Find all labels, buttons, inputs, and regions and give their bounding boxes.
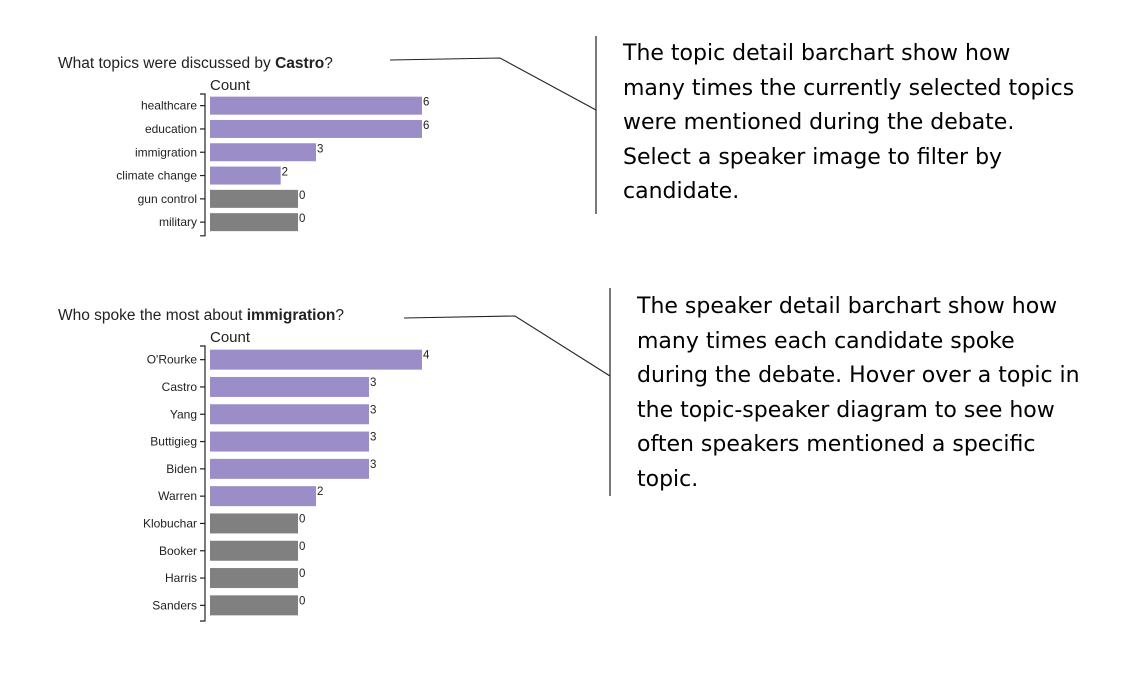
topic-chart-annotation: The topic detail barchart show how many … — [623, 37, 1074, 210]
speaker-chart-bars: O'Rourke 4 Castro 3 Yang 3 Buttigieg 3 Biden 3 War… — [143, 345, 430, 622]
annotation-line: Select a speaker image to filter by — [623, 144, 1003, 170]
annotation-line: many times each candidate spoke — [637, 328, 1015, 354]
speaker-chart-value-label: 0 — [299, 568, 305, 580]
topic-chart-value-label: 0 — [299, 190, 305, 202]
annotation-line: The topic detail barchart show how — [623, 41, 1011, 66]
annotation-line: the topic-speaker diagram to see how — [637, 397, 1055, 423]
topic-callout-line — [389, 57, 597, 111]
topic-chart-bar — [210, 96, 422, 115]
topic-chart-category-label: education — [145, 122, 197, 136]
speaker-chart-category-label: Castro — [162, 380, 198, 394]
topic-chart-value-label: 6 — [423, 120, 429, 132]
speaker-chart-bar — [210, 513, 298, 534]
topic-chart-value-label: 0 — [299, 213, 305, 225]
topic-chart-title-prefix: What topics were discussed by — [58, 55, 275, 72]
topic-chart-axis — [200, 93, 206, 237]
speaker-chart-title-suffix: ? — [335, 307, 344, 324]
topic-chart-axis-title: Count — [210, 77, 251, 94]
topic-chart-bar — [210, 143, 316, 162]
speaker-callout-line — [403, 315, 611, 377]
speaker-chart-value-label: 0 — [299, 513, 305, 525]
topic-chart-value-label: 2 — [282, 167, 288, 179]
speaker-chart-bar — [210, 349, 422, 370]
speaker-chart-bar — [210, 540, 298, 561]
speaker-chart-category-label: Harris — [165, 571, 197, 585]
speaker-chart-bar — [210, 431, 369, 452]
speaker-chart-annotation: The speaker detail barchart show how man… — [637, 290, 1080, 497]
speaker-chart-value-label: 2 — [317, 486, 323, 498]
speaker-chart-category-label: Klobuchar — [143, 516, 197, 530]
speaker-chart-axis-title: Count — [210, 329, 251, 346]
speaker-chart: Who spoke the most about immigration? Co… — [58, 307, 611, 622]
speaker-chart-category-label: Booker — [159, 544, 197, 558]
topic-chart-title-emphasis: Castro — [275, 55, 324, 72]
annotation-line: topic. — [637, 466, 699, 492]
annotation-line: were mentioned during the debate. — [623, 110, 1015, 135]
speaker-chart-value-label: 3 — [370, 404, 376, 416]
topic-chart-title: What topics were discussed by Castro? — [58, 55, 333, 72]
topic-chart-value-label: 6 — [423, 97, 429, 109]
speaker-chart-category-label: Buttigieg — [150, 435, 197, 449]
topic-chart-bar — [210, 189, 298, 208]
speaker-chart-value-label: 0 — [299, 541, 305, 553]
speaker-chart-title: Who spoke the most about immigration? — [58, 307, 344, 324]
speaker-chart-bar — [210, 486, 316, 507]
topic-chart-category-label: gun control — [138, 192, 197, 206]
speaker-chart-value-label: 3 — [370, 377, 376, 389]
topic-chart: What topics were discussed by Castro? Co… — [58, 55, 597, 237]
topic-chart-category-label: immigration — [135, 145, 197, 159]
speaker-chart-category-label: Yang — [170, 407, 197, 421]
topic-chart-bar — [210, 119, 422, 138]
speaker-chart-title-prefix: Who spoke the most about — [58, 307, 247, 324]
speaker-chart-value-label: 0 — [299, 595, 305, 607]
speaker-chart-category-label: Biden — [166, 462, 197, 476]
speaker-chart-value-label: 3 — [370, 459, 376, 471]
annotation-line: candidate. — [623, 179, 740, 204]
topic-chart-category-label: climate change — [116, 169, 197, 183]
speaker-chart-category-label: O'Rourke — [147, 353, 198, 367]
speaker-chart-bar — [210, 458, 369, 479]
topic-chart-value-label: 3 — [317, 143, 323, 155]
speaker-chart-axis — [200, 345, 206, 622]
annotation-line: during the debate. Hover over a topic in — [637, 363, 1080, 388]
topic-chart-bar — [210, 166, 281, 185]
topic-chart-bars: healthcare 6 education 6 immigration 3 climate… — [116, 93, 429, 237]
annotation-line: often speakers mentioned a specific — [637, 432, 1036, 457]
speaker-chart-value-label: 4 — [423, 350, 430, 362]
topic-chart-category-label: military — [159, 215, 197, 229]
annotation-line: The speaker detail barchart show how — [637, 294, 1058, 319]
speaker-chart-category-label: Sanders — [152, 598, 197, 612]
topic-chart-bar — [210, 213, 298, 232]
speaker-chart-bar — [210, 595, 298, 616]
speaker-chart-bar — [210, 568, 298, 589]
speaker-chart-bar — [210, 404, 369, 425]
speaker-chart-category-label: Warren — [158, 489, 197, 503]
speaker-chart-title-emphasis: immigration — [247, 307, 336, 324]
topic-chart-category-label: healthcare — [141, 99, 197, 113]
annotation-line: many times the currently selected topics — [623, 75, 1075, 101]
topic-chart-title-suffix: ? — [324, 55, 333, 72]
speaker-chart-value-label: 3 — [370, 432, 376, 444]
speaker-chart-bar — [210, 376, 369, 397]
